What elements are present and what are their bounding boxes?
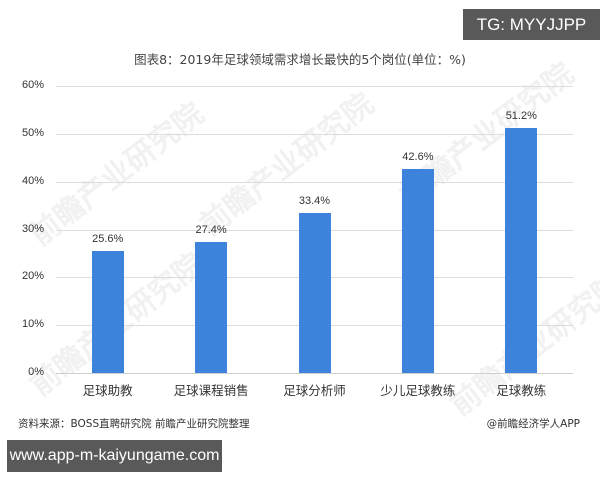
y-tick-label: 40% [21,175,44,187]
x-tick-label: 少儿足球教练 [380,383,456,398]
x-axis-line [56,373,573,374]
y-tick-label: 10% [21,318,44,330]
data-label: 25.6% [92,232,124,245]
gridline [56,182,573,183]
x-tick-label: 足球课程销售 [173,383,249,398]
source-note: 资料来源：BOSS直聘研究院 前瞻产业研究院整理 [18,418,250,430]
y-tick-label: 60% [21,79,44,91]
x-tick-label: 足球教练 [496,383,547,398]
gridline [56,86,573,87]
y-tick-label: 20% [21,270,44,282]
watermark: 前瞻产业研究院 [193,86,381,244]
tg-badge: TG: MYYJJPP [463,9,600,40]
bar [505,128,538,373]
gridline [56,134,573,135]
y-tick-label: 50% [21,127,44,139]
x-tick-label: 足球分析师 [283,383,346,398]
data-label: 42.6% [402,151,434,164]
bar [401,169,434,373]
url-badge: www.app-m-kaiyungame.com [7,440,222,472]
data-label: 27.4% [195,223,227,236]
credit-note: @前瞻经济学人APP [486,418,580,430]
chart-title: 图表8：2019年足球领域需求增长最快的5个岗位(单位：%) [134,52,466,67]
x-tick-label: 足球助教 [82,383,133,398]
bar [91,250,124,373]
bar-chart: 前瞻产业研究院 前瞻产业研究院 前瞻产业研究院 前瞻产业研究院 前瞻产业研究院 … [21,56,600,423]
y-tick-label: 0% [28,366,44,378]
data-label: 33.4% [298,195,331,208]
y-tick-label: 30% [21,223,44,235]
bar [298,213,331,373]
bar [195,241,228,373]
data-label: 51.2% [505,110,537,123]
